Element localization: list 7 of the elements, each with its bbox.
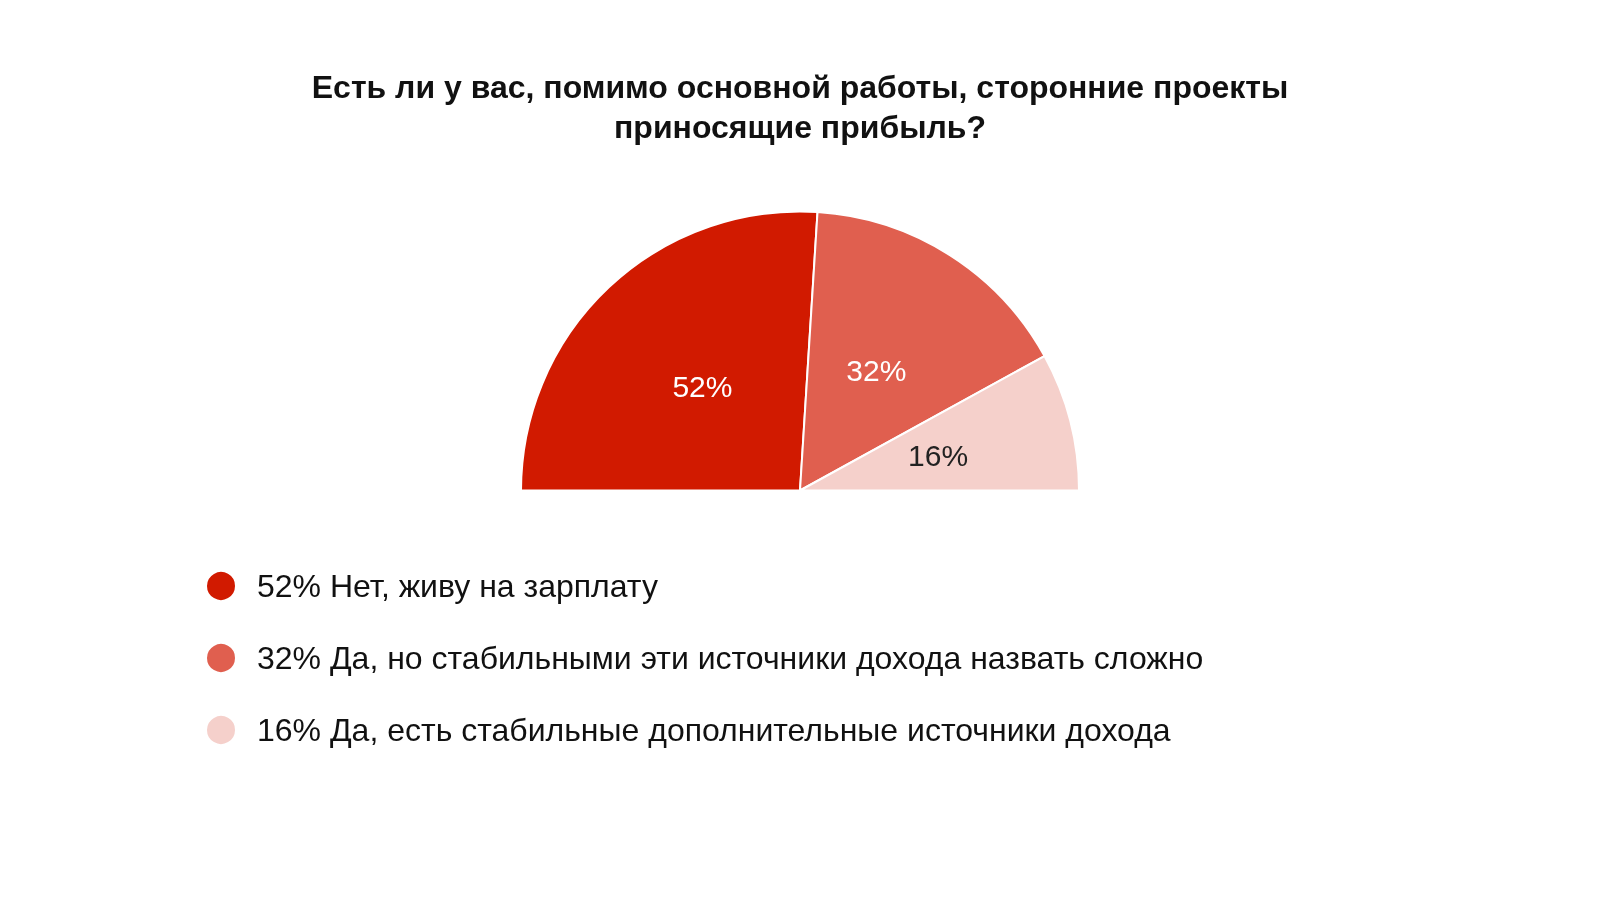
legend-label: 52% Нет, живу на зарплату	[257, 568, 658, 604]
data-label: 16%	[908, 438, 969, 472]
legend-label: 32% Да, но стабильными эти источники дохода назвать сложно	[257, 640, 1204, 676]
legend-label: 16% Да, есть стабильные дополнительные источники дохода	[257, 712, 1171, 748]
data-label: 32%	[846, 353, 907, 387]
chart-title: Есть ли у вас, помимо основной работы, сторонние проекты приносящие прибыль?	[311, 69, 1289, 145]
data-label: 52%	[672, 370, 733, 404]
